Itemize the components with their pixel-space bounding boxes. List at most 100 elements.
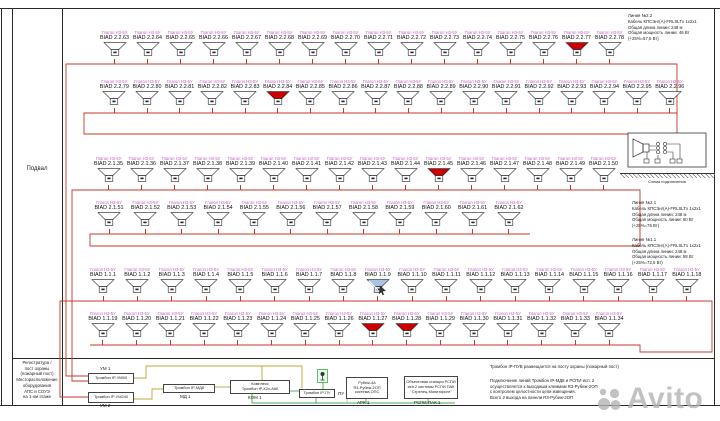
speaker-wire-stub <box>217 228 219 234</box>
speaker-tag: BIAD 2.1.36 <box>126 161 157 167</box>
speaker-tag: BIAD 2.1.39 <box>225 161 256 167</box>
speaker-wire-stub <box>472 228 474 234</box>
speaker-unit: Глагол Н3-5У BIAD 1.1.10 <box>395 267 429 301</box>
post-line: Регистратура / <box>22 360 52 365</box>
speaker-tag: BIAD 1.1.15 <box>569 272 599 278</box>
speaker-wire-stub <box>179 107 181 113</box>
speaker-tag: BIAD 1.1.26 <box>324 316 354 322</box>
speaker-unit: Глагол Н3-5У BIAD 2.1.49 <box>554 156 587 190</box>
speaker-tag: BIAD 1.1.29 <box>425 316 455 322</box>
speaker-icon <box>158 322 183 337</box>
speaker-tag: BIAD 1.1.12 <box>466 272 496 278</box>
speaker-wire-stub <box>583 295 585 301</box>
speaker-icon <box>393 167 418 182</box>
speaker-unit: Глагол Н3-5У BIAD 1.1.19 <box>86 311 120 345</box>
speaker-wire-stub <box>338 339 340 345</box>
speaker-unit: Глагол Н3-5У BIAD 1.1.4 <box>189 267 223 301</box>
speaker-unit: Глагол Н3-5У BIAD 1.1.14 <box>532 267 566 301</box>
speaker-tag: BIAD 2.2.74 <box>462 35 493 41</box>
speaker-icon <box>360 167 385 182</box>
speaker-wire-stub <box>180 58 181 64</box>
speaker-unit: Глагол Н3-5У BIAD 1.1.15 <box>567 267 601 301</box>
speaker-wire-stub <box>146 107 148 113</box>
speaker-wire-stub <box>608 339 610 345</box>
line-annotation-1-1: Линия №1.1 Кабель КПСЭнг(А)-FRLSLTx 1х2х… <box>632 237 701 266</box>
speaker-wire-stub <box>102 295 104 301</box>
speaker-icon <box>102 90 127 105</box>
speaker-unit: Глагол Н3-5У BIAD 2.1.40 <box>257 156 290 190</box>
speaker-tag: BIAD 2.1.47 <box>489 161 520 167</box>
speaker-wire-stub <box>471 184 472 190</box>
speaker-icon <box>497 211 521 226</box>
speaker-tag: BIAD 2.1.53 <box>167 205 197 211</box>
note-line: Всего 2 выхода на панели R3-Рубеж-2ОП <box>490 394 574 400</box>
speaker-tag: BIAD 2.2.87 <box>361 84 391 90</box>
speaker-icon <box>298 90 323 105</box>
speaker-tag: BIAD 2.2.93 <box>557 84 587 90</box>
speaker-icon <box>394 322 419 337</box>
speaker-unit: Глагол Н3-5У BIAD 2.2.92 <box>523 79 556 113</box>
speaker-tag: BIAD 1.1.32 <box>527 316 557 322</box>
speaker-model-label: Глагол Н3-5У <box>431 30 458 35</box>
speaker-icon <box>333 41 358 56</box>
speaker-tag: BIAD 1.1.20 <box>122 316 152 322</box>
speaker-unit: Глагол Н3-5У BIAD 2.2.74 <box>461 30 494 64</box>
speaker-unit: Глагол Н3-5У BIAD 2.1.42 <box>323 156 356 190</box>
speaker-model-label: Глагол Н3-5У <box>200 30 227 35</box>
speaker-icon <box>366 41 391 56</box>
speaker-wire-stub <box>114 58 115 64</box>
wire-green-2 <box>251 394 455 404</box>
um1-box: Тромбон IP-УМ50 <box>88 373 134 384</box>
speaker-unit: Глагол Н3-5У BIAD 1.1.5 <box>223 267 257 301</box>
speaker-icon <box>195 167 220 182</box>
speaker-unit: Глагол Н3-5У BIAD 1.1.16 <box>601 267 635 301</box>
speaker-model-label: Глагол Н3-5У <box>425 156 452 161</box>
speaker-wire-stub <box>271 339 273 345</box>
speaker-wire-stub <box>108 184 109 190</box>
speaker-tag: BIAD 2.2.75 <box>495 35 526 41</box>
speaker-wire-stub <box>147 58 148 64</box>
speaker-model-label: Глагол Н3-5У <box>166 79 193 84</box>
speaker-tag: BIAD 2.2.63 <box>99 35 130 41</box>
speaker-tag: BIAD 1.1.30 <box>459 316 489 322</box>
speaker-icon <box>465 41 490 56</box>
note-line: Подключение линий Тромбон IP-МД8 и РСПИ … <box>490 378 595 383</box>
speaker-icon <box>492 167 517 182</box>
post-line: оборудования <box>22 382 52 388</box>
speaker-model-label: Глагол Н3-5У <box>536 267 563 272</box>
speaker-icon <box>233 90 257 105</box>
speaker-unit: Глагол Н3-5У BIAD 1.1.13 <box>498 267 532 301</box>
speaker-wire-stub <box>445 295 447 301</box>
speaker-unit: Глагол Н3-5У BIAD 2.2.90 <box>457 79 490 113</box>
speaker-unit: Глагол Н3-5У BIAD 1.1.9 <box>361 267 395 301</box>
ebox-line: исп.2 системы РСПИ ПАК <box>407 384 455 390</box>
ebox-line: Комплекс <box>251 381 269 387</box>
speaker-model-label: Глагол Н3-5У <box>596 30 623 35</box>
speaker-wire-stub <box>304 339 306 345</box>
speaker-tag: BIAD 2.2.85 <box>295 84 325 90</box>
speaker-tag: BIAD 2.1.57 <box>312 205 342 211</box>
speaker-tag: BIAD 2.2.86 <box>328 84 358 90</box>
speaker-tag: BIAD 1.1.5 <box>227 272 254 278</box>
speaker-icon <box>228 167 253 182</box>
speaker-icon <box>625 90 649 105</box>
speaker-unit: Глагол Н3-5У BIAD 1.1.12 <box>464 267 498 301</box>
speaker-wire-stub <box>440 107 442 113</box>
wire-olive-1 <box>134 365 303 388</box>
speaker-model-label: Глагол Н3-5У <box>460 79 487 84</box>
speaker-unit: Глагол Н3-5У BIAD 1.1.21 <box>154 311 188 345</box>
speaker-model-label: Глагол Н3-5У <box>497 30 524 35</box>
speaker-unit: Глагол Н3-5У BIAD 2.2.70 <box>329 30 362 64</box>
speaker-wire-stub <box>636 107 638 113</box>
speaker-unit: Глагол Н3-5У BIAD 2.1.53 <box>165 200 199 234</box>
speaker-model-label: Глагол Н3-5У <box>591 79 618 84</box>
speaker-model-label: Глагол Н3-5У <box>224 311 251 316</box>
speaker-unit: Глагол Н3-5У BIAD 2.2.91 <box>490 79 523 113</box>
speaker-unit: Глагол Н3-5У BIAD 2.1.46 <box>455 156 488 190</box>
speaker-icon <box>432 41 457 56</box>
speaker-model-label: Глагол Н3-5У <box>96 200 122 205</box>
speaker-unit: Глагол Н3-5У BIAD 2.2.82 <box>196 79 229 113</box>
speaker-unit: Глагол Н3-5У BIAD 2.1.48 <box>521 156 554 190</box>
speaker-model-label: Глагол Н3-5У <box>359 311 386 316</box>
speaker-unit: Глагол Н3-5У BIAD 1.1.3 <box>155 267 189 301</box>
